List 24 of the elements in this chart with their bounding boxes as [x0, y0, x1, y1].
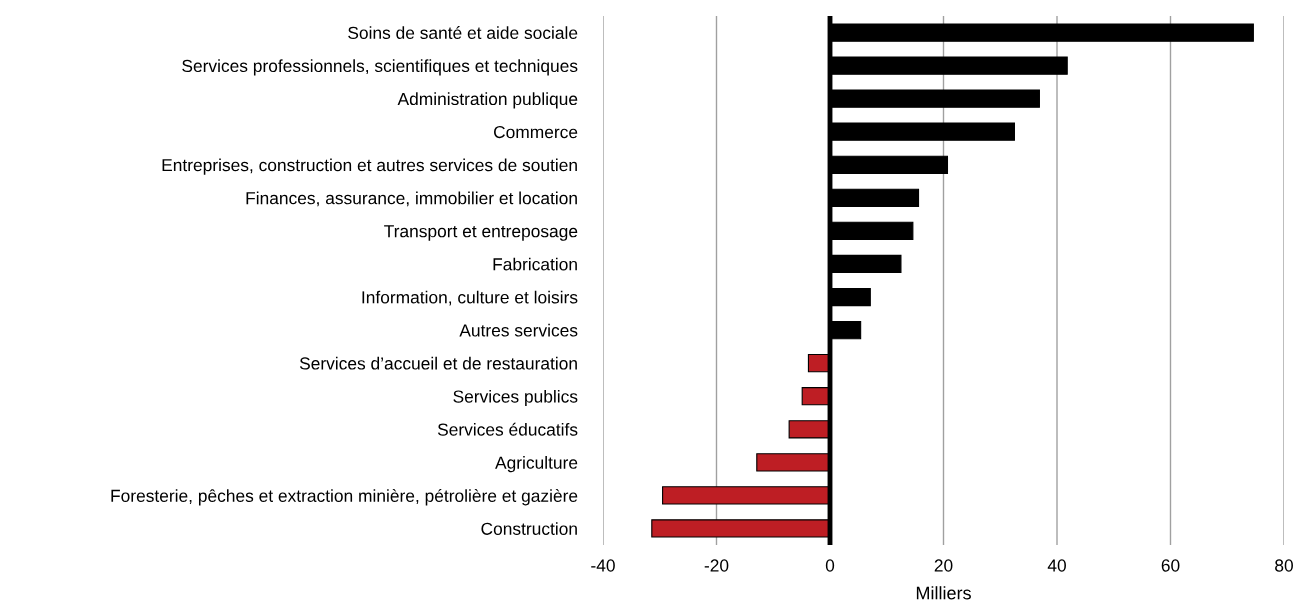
y-tick-label: Services publics [453, 389, 578, 407]
y-tick-label: Transport et entreposage [384, 225, 578, 241]
y-tick-label: Foresterie, pêches et extraction minière, pétrolière et gazière [111, 489, 578, 506]
x-tick-label: 80 [1275, 559, 1293, 572]
y-tick-label: Fabrication [493, 257, 577, 271]
y-tick-label: Services professionnels, scientifiques et techniques [182, 59, 578, 76]
y-tick-label: Services éducatifs [437, 422, 578, 436]
y-tick-label: Autres services [459, 323, 578, 337]
y-tick-label: Construction [481, 522, 577, 535]
x-tick-label: 0 [825, 559, 835, 572]
x-tick-label: 40 [1047, 559, 1066, 572]
x-tick-label: -20 [704, 559, 729, 572]
y-tick-label: Soins de santé et aide sociale [348, 26, 578, 39]
y-tick-label: Commerce [494, 125, 578, 139]
y-tick-label: Information, culture et loisirs [362, 290, 578, 306]
y-tick-label: Administration publique [397, 92, 578, 109]
x-tick-label: -40 [591, 559, 615, 572]
y-tick-label: Entreprises, construction et autres services de soutien [162, 158, 577, 175]
x-tick-label: 60 [1161, 559, 1180, 572]
x-tick-label: 20 [934, 559, 953, 572]
y-tick-label: Services d’accueil et de restauration [299, 356, 577, 370]
y-tick-label: Agriculture [495, 456, 578, 473]
y-tick-label: Finances, assurance, immobilier et location [246, 191, 577, 207]
x-axis-title: Milliers [916, 586, 971, 600]
